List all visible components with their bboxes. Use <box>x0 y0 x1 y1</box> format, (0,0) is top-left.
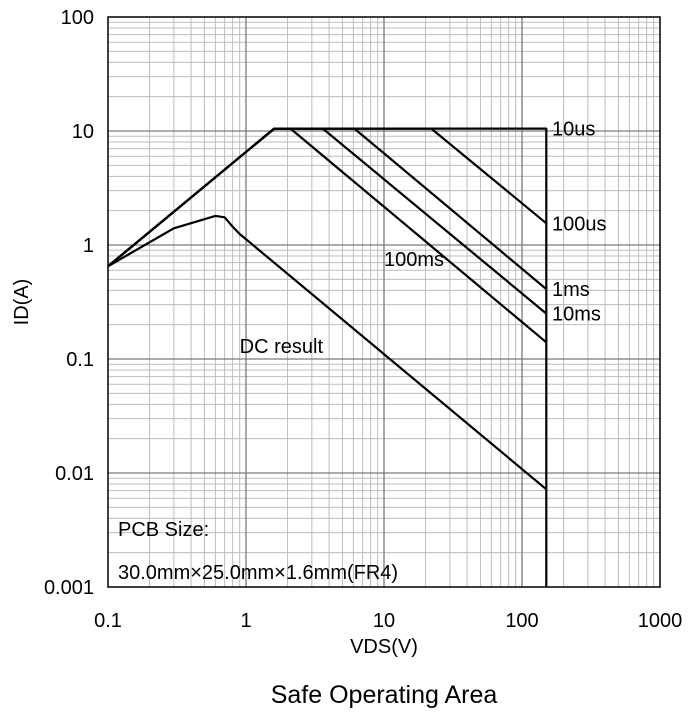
y-tick-label: 100 <box>61 7 94 29</box>
curve-label-10us: 10us <box>552 119 595 141</box>
pcb-dimensions-label: 30.0mm×25.0mm×1.6mm(FR4) <box>118 562 398 584</box>
curve-label-dc-result: DC result <box>240 336 324 358</box>
plot-frame <box>107 16 661 588</box>
x-axis-label: VDS(V) <box>350 636 418 658</box>
x-tick-label: 0.1 <box>94 610 122 632</box>
series-100ms <box>107 127 548 344</box>
series-layer <box>107 127 548 587</box>
pcb-size-label: PCB Size: <box>118 519 209 541</box>
curve-labels: 10us 100us 1ms 10ms 100ms DC result <box>240 119 607 358</box>
y-tick-label: 10 <box>72 121 94 143</box>
curve-label-10ms: 10ms <box>552 304 601 326</box>
series-dc-result <box>107 214 548 491</box>
curve-label-1ms: 1ms <box>552 279 590 301</box>
y-tick-label: 1 <box>83 235 94 257</box>
y-tick-label: 0.01 <box>55 463 94 485</box>
minor-grid <box>108 17 660 587</box>
x-tick-label: 100 <box>505 610 538 632</box>
y-tick-label: 0.1 <box>66 349 94 371</box>
y-tick-labels: 0.001 0.01 0.1 1 10 100 <box>44 7 94 599</box>
x-tick-labels: 0.1 1 10 100 1000 <box>94 610 682 632</box>
y-tick-label: 0.001 <box>44 577 94 599</box>
y-axis-label: ID(A) <box>11 279 33 326</box>
x-tick-label: 1 <box>240 610 251 632</box>
curve-label-100ms: 100ms <box>384 249 444 271</box>
major-grid <box>108 17 660 587</box>
x-tick-label: 1000 <box>638 610 683 632</box>
x-tick-label: 10 <box>373 610 395 632</box>
curve-label-100us: 100us <box>552 213 607 235</box>
chart-title: Safe Operating Area <box>271 681 498 709</box>
